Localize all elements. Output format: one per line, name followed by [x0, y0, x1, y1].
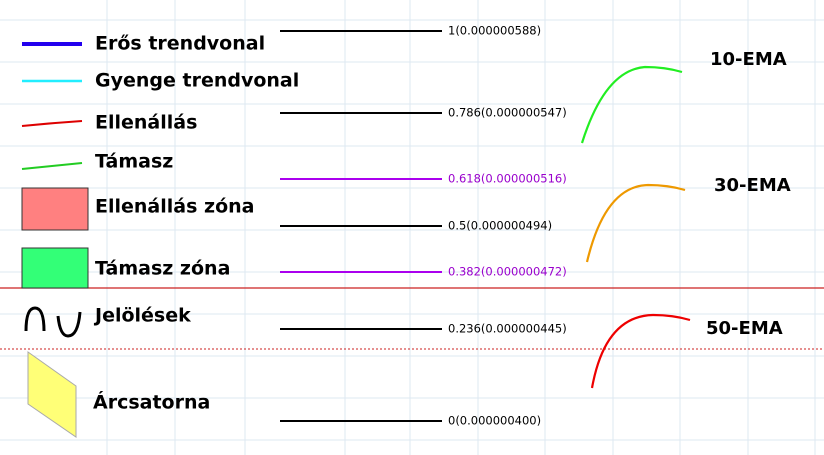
ema-curve — [585, 183, 686, 263]
fib-label: 0.236(0.000000445) — [448, 322, 567, 336]
ema-label: 10-EMA — [710, 49, 787, 70]
legend-label: Ellenállás zóna — [95, 196, 254, 218]
legend-label: Ellenállás — [95, 112, 197, 134]
marker-cup-symbol — [56, 311, 82, 338]
resistance-symbol — [21, 120, 83, 127]
ema-curve — [580, 65, 683, 144]
legend-label: Támasz zóna — [95, 258, 230, 280]
fib-label: 0.5(0.000000494) — [448, 219, 552, 233]
legend-label: Gyenge trendvonal — [95, 70, 299, 92]
legend-label: Támasz — [95, 151, 173, 173]
support-zone-symbol — [21, 247, 89, 289]
fib-label: 0.786(0.000000547) — [448, 106, 567, 120]
legend-label: Árcsatorna — [93, 391, 210, 414]
legend-label: Erős trendvonal — [95, 33, 265, 55]
ema-label: 30-EMA — [714, 175, 791, 196]
support-symbol — [21, 162, 83, 170]
fib-label: 1(0.000000588) — [448, 24, 541, 38]
fib-label: 0.382(0.000000472) — [448, 265, 567, 279]
fib-label: 0.618(0.000000516) — [448, 172, 567, 186]
marker-cap-symbol — [24, 306, 46, 332]
ema-label: 50-EMA — [706, 318, 783, 339]
fib-label: 0(0.000000400) — [448, 414, 541, 428]
price-channel-symbol — [27, 351, 77, 438]
ema-curve — [590, 313, 691, 389]
legend-label: Jelölések — [93, 305, 191, 327]
resistance-zone-symbol — [21, 187, 89, 231]
